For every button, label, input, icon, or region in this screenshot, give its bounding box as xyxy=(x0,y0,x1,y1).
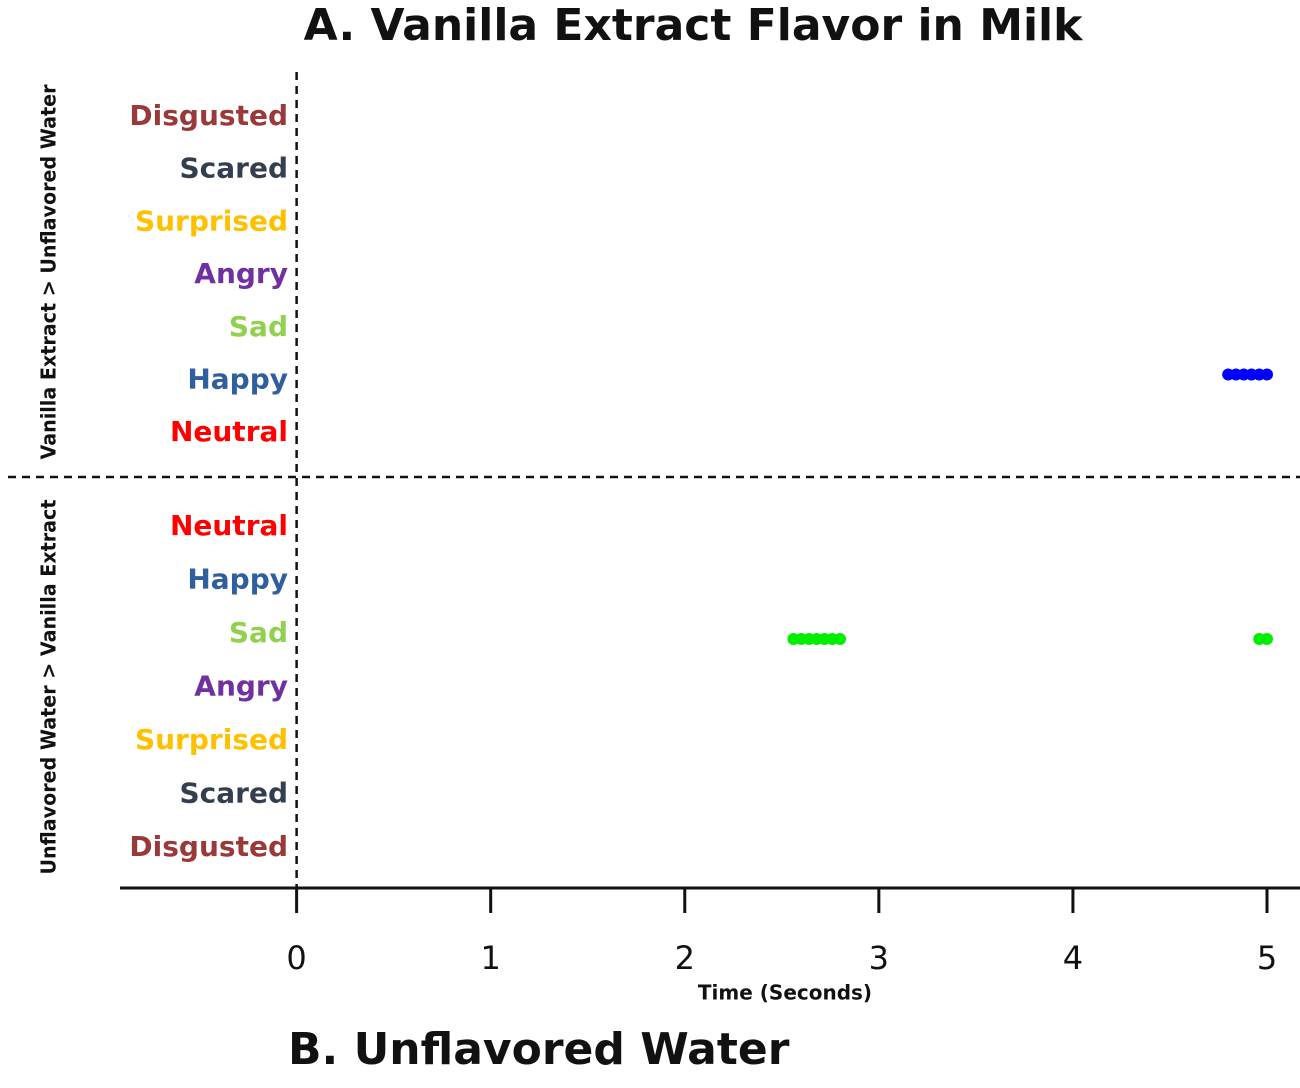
row-label: Angry xyxy=(194,670,288,703)
footer-title: B. Unflavored Water xyxy=(288,1024,790,1075)
dot xyxy=(1261,368,1274,381)
row-label: Neutral xyxy=(170,415,288,448)
row-label: Surprised xyxy=(135,723,288,756)
row-label: Sad xyxy=(229,310,288,343)
x-tick-label: 1 xyxy=(481,939,501,977)
row-label: Angry xyxy=(194,257,288,290)
dot xyxy=(834,633,847,645)
x-axis-label: Time (Seconds) xyxy=(698,981,872,1005)
row-label: Happy xyxy=(187,363,288,396)
x-tick-label: 0 xyxy=(286,939,306,977)
row-label: Neutral xyxy=(170,509,288,542)
chart-title: A. Vanilla Extract Flavor in Milk xyxy=(304,0,1085,51)
x-tick-label: 5 xyxy=(1257,939,1277,977)
x-tick-label: 3 xyxy=(869,939,889,977)
row-label: Disgusted xyxy=(129,99,288,132)
row-label: Disgusted xyxy=(129,830,288,863)
row-label: Scared xyxy=(180,777,289,810)
dot xyxy=(1261,633,1274,645)
row-label: Sad xyxy=(229,616,288,649)
x-tick-label: 4 xyxy=(1063,939,1083,977)
row-label: Scared xyxy=(180,152,289,185)
row-label: Happy xyxy=(187,563,288,596)
x-tick-label: 2 xyxy=(675,939,695,977)
panel-label: Vanilla Extract > Unflavored Water xyxy=(37,84,61,459)
panel-label: Unflavored Water > Vanilla Extract xyxy=(37,499,61,874)
row-label: Surprised xyxy=(135,204,288,237)
